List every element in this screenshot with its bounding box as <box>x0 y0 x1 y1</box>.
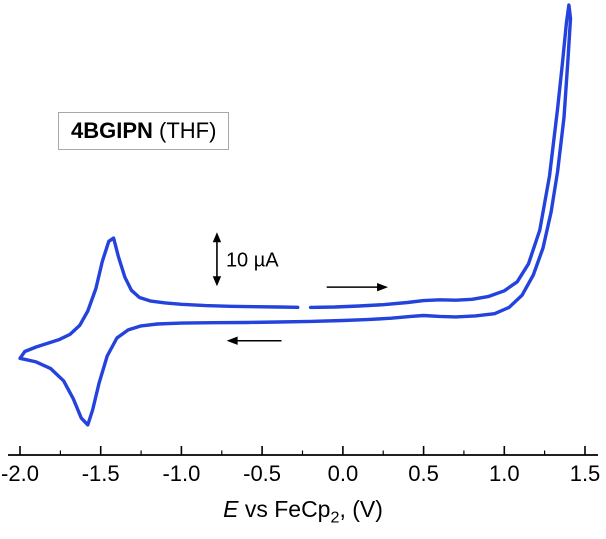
svg-text:-2.0: -2.0 <box>1 461 39 486</box>
axis-subscript: 2 <box>330 508 340 527</box>
x-axis-title: E vs FeCp2, (V) <box>0 496 606 528</box>
svg-text:-1.5: -1.5 <box>82 461 120 486</box>
svg-text:1.5: 1.5 <box>570 461 601 486</box>
compound-name: 4BGIPN <box>71 118 153 143</box>
compound-label-box: 4BGIPN (THF) <box>58 112 230 151</box>
compound-solvent: (THF) <box>152 118 217 143</box>
svg-text:-0.5: -0.5 <box>243 461 281 486</box>
svg-text:0.0: 0.0 <box>328 461 359 486</box>
axis-text: vs FeCp <box>238 496 331 522</box>
axis-suffix: , (V) <box>339 496 383 522</box>
axis-symbol: E <box>223 496 239 522</box>
svg-text:1.0: 1.0 <box>489 461 520 486</box>
svg-text:0.5: 0.5 <box>408 461 439 486</box>
svg-text:10 µA: 10 µA <box>226 249 279 271</box>
svg-text:-1.0: -1.0 <box>162 461 200 486</box>
